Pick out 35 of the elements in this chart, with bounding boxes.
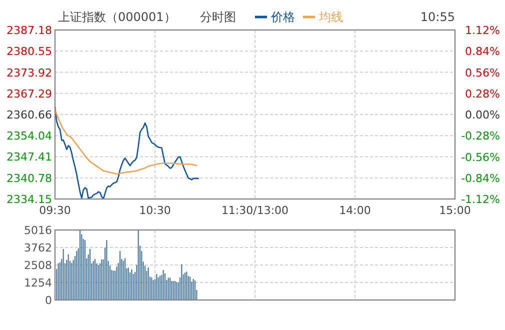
- y-tick-label: 2360.66: [6, 108, 52, 122]
- chart-subtitle: 分时图: [200, 10, 236, 24]
- y-tick-label: 2387.18: [6, 24, 52, 37]
- x-tick-label: 14:00: [339, 204, 371, 217]
- y2-tick-label: -0.28%: [461, 130, 500, 143]
- text: 10:55: [420, 10, 455, 24]
- y-tick-label: 2508: [24, 259, 52, 272]
- y-tick-label: 5016: [24, 224, 52, 237]
- y-tick-label: 2354.04: [6, 130, 52, 143]
- y2-tick-label: -0.56%: [461, 150, 500, 164]
- y2-tick-label: -0.84%: [461, 172, 500, 185]
- y-tick-label: 0: [45, 294, 52, 307]
- y-tick-label: 2367.29: [6, 87, 52, 100]
- y2-tick-label: 0.00%: [465, 108, 500, 122]
- y-tick-label: 2334.15: [6, 193, 52, 206]
- x-tick-label: 10:30: [139, 204, 171, 217]
- legend-label: 价格: [270, 10, 295, 24]
- y2-tick-label: 0.84%: [465, 45, 500, 58]
- line-series: [54, 106, 199, 200]
- x-tick-label: 11:30/13:00: [221, 204, 289, 217]
- y-tick-label: 2373.92: [6, 66, 52, 80]
- x-tick-label: 09:30: [39, 204, 71, 217]
- chart-title: 上证指数（000001）: [58, 10, 176, 24]
- y2-tick-label: 0.56%: [465, 66, 500, 80]
- line-series: [54, 108, 198, 175]
- legend-label: 均线: [318, 10, 343, 24]
- y-tick-label: 3762: [24, 242, 52, 254]
- y-tick-label: 1254: [24, 276, 52, 290]
- y2-tick-label: 1.12%: [465, 24, 500, 37]
- y-tick-label: 2347.41: [6, 150, 52, 164]
- y-tick-label: 2340.78: [6, 172, 52, 185]
- x-tick-label: 15:00: [439, 204, 471, 217]
- y2-tick-label: 0.28%: [465, 87, 500, 100]
- y-tick-label: 2380.55: [6, 45, 52, 58]
- y2-tick-label: -1.12%: [461, 193, 500, 206]
